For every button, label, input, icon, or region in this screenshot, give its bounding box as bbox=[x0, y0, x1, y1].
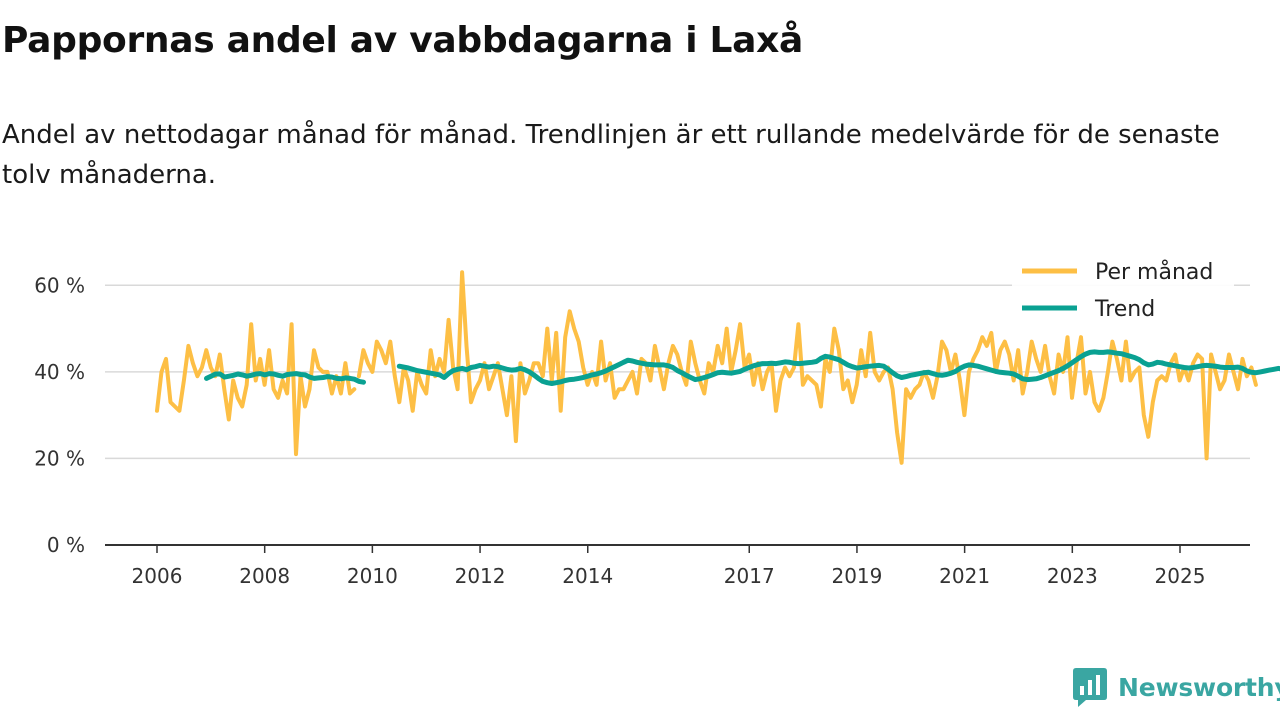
x-tick-label: 2025 bbox=[1155, 564, 1206, 588]
legend-background bbox=[1012, 252, 1234, 328]
y-tick-label: 20 % bbox=[34, 446, 85, 470]
brand-logo: Newsworthy bbox=[1072, 666, 1280, 708]
y-tick-label: 0 % bbox=[47, 533, 85, 557]
x-tick-label: 2012 bbox=[455, 564, 506, 588]
series-line-per-manad bbox=[356, 270, 1258, 465]
brand-name: Newsworthy bbox=[1118, 672, 1280, 702]
legend-label: Trend bbox=[1094, 297, 1155, 322]
x-tick-label: 2008 bbox=[239, 564, 290, 588]
y-tick-label: 60 % bbox=[34, 273, 85, 297]
x-tick-label: 2023 bbox=[1047, 564, 1098, 588]
series-lines bbox=[155, 270, 1280, 465]
x-tick-label: 2017 bbox=[724, 564, 775, 588]
legend-label: Per månad bbox=[1095, 259, 1213, 285]
x-tick-label: 2006 bbox=[132, 564, 183, 588]
x-tick-label: 2021 bbox=[939, 564, 990, 588]
x-tick-label: 2019 bbox=[831, 564, 882, 588]
series-line-trend bbox=[396, 349, 1280, 386]
x-tick-label: 2014 bbox=[562, 564, 613, 588]
chart-title: Pappornas andel av vabbdagarna i Laxå bbox=[2, 20, 804, 61]
newsworthy-logo-icon bbox=[1073, 668, 1107, 707]
y-tick-label: 40 % bbox=[34, 360, 85, 384]
legend: Per månad Trend bbox=[1012, 252, 1234, 328]
axes: 0 % 20 % 40 % 60 % 2006 2008 2010 2012 2014 2017 2… bbox=[34, 273, 1250, 588]
x-tick-label: 2010 bbox=[347, 564, 398, 588]
series-line-per-manad bbox=[155, 322, 357, 457]
chart-subtitle: Andel av nettodagar månad för månad. Tre… bbox=[2, 120, 1220, 190]
series-line-trend bbox=[204, 371, 366, 385]
